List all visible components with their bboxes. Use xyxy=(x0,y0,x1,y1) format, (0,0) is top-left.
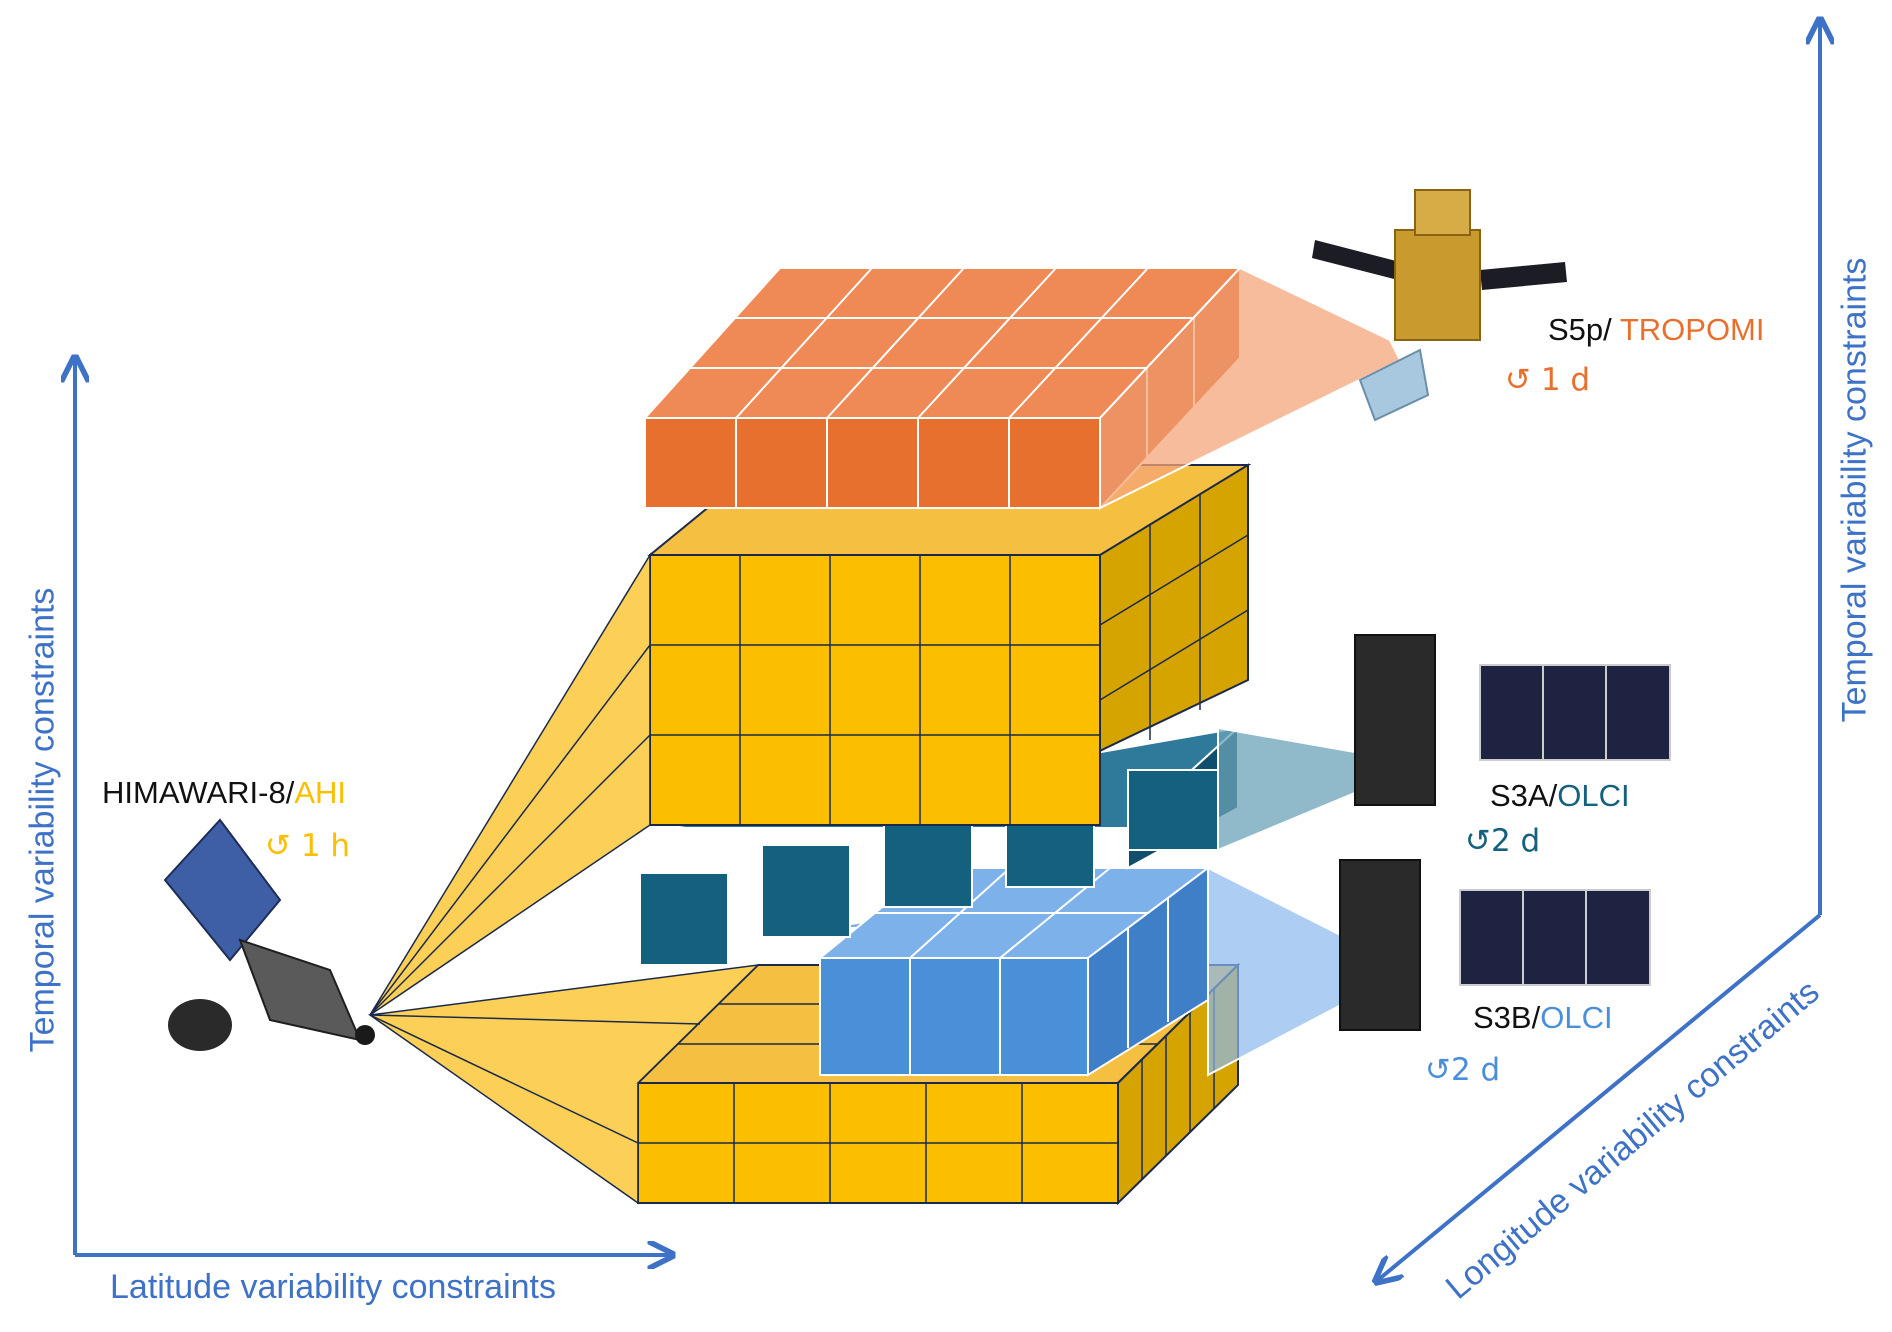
sentinel-5p-satellite-icon xyxy=(1312,189,1567,422)
s3b-platform: S3B/ xyxy=(1473,1000,1541,1035)
horizontal-axis-label: Latitude variability constraints xyxy=(110,1268,557,1306)
himawari-label: HIMAWARI-8/AHI xyxy=(102,775,346,811)
s3b-label: S3B/OLCI xyxy=(1473,1000,1613,1036)
s5p-label: S5p/ TROPOMI xyxy=(1548,312,1765,348)
s3b-instrument: OLCI xyxy=(1540,1000,1613,1035)
s3a-revisit: ↺2 d xyxy=(1465,823,1541,859)
himawari-revisit: ↺ 1 h xyxy=(265,828,351,864)
s3a-instrument: OLCI xyxy=(1557,778,1630,813)
tropomi-viewing-cone xyxy=(1099,266,1402,510)
s5p-platform: S5p/ xyxy=(1548,312,1620,347)
tropomi-front-face xyxy=(644,417,1101,509)
s5p-instrument: TROPOMI xyxy=(1619,312,1765,347)
ahi-upper-viewing-cone xyxy=(369,552,651,1016)
sentinel-3a-satellite-icon xyxy=(1354,634,1671,806)
himawari-instrument: AHI xyxy=(294,775,346,810)
right-vertical-axis-label: Temporal variability constraints xyxy=(1835,257,1874,723)
s5p-revisit: ↺ 1 d xyxy=(1505,362,1591,398)
ahi-stack-front-face xyxy=(649,554,1101,826)
himawari-platform: HIMAWARI-8/ xyxy=(102,775,295,810)
ahi-lower-viewing-cone xyxy=(367,963,761,1205)
s3a-platform: S3A/ xyxy=(1490,778,1558,813)
diagonal-axis-arrow xyxy=(1378,913,1822,1280)
sentinel-3b-satellite-icon xyxy=(1339,859,1651,1031)
s3a-label: S3A/OLCI xyxy=(1490,778,1630,814)
axes xyxy=(75,22,1820,1280)
left-vertical-axis-label: Temporal variability constraints xyxy=(23,587,62,1053)
himawari-satellite-icon xyxy=(163,818,375,1051)
s3b-front-face xyxy=(819,957,1089,1076)
s3b-revisit: ↺2 d xyxy=(1425,1052,1501,1088)
viewing-cones xyxy=(367,266,1412,1205)
